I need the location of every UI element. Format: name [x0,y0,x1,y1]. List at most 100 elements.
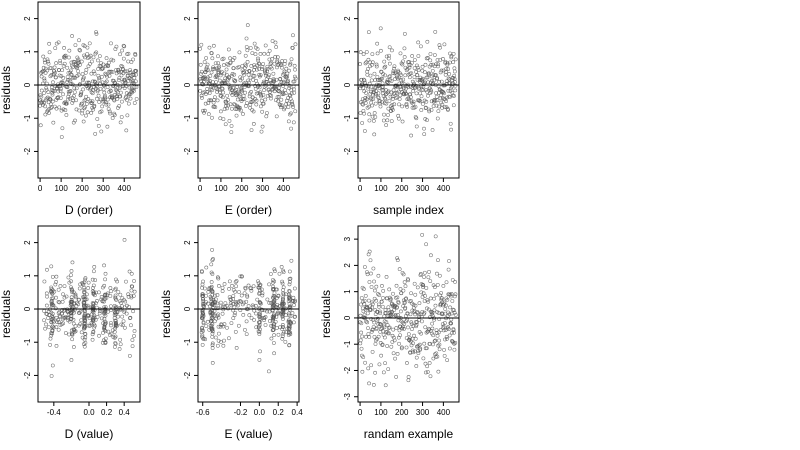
data-point [237,50,242,55]
data-point [437,80,442,84]
x-tick-label: 200 [235,184,249,193]
data-point [113,286,118,291]
y-tick-label: 2 [183,16,192,21]
data-point [387,53,391,58]
data-point [244,319,249,324]
plot-frame [357,225,460,403]
y-axis-label: residuals [0,66,13,114]
data-point [410,348,415,353]
data-point [287,294,292,299]
data-point [222,80,227,85]
data-point [451,60,456,65]
data-point [69,72,74,77]
data-point [100,340,105,345]
data-point [442,42,447,47]
data-point [286,78,291,83]
data-point [383,361,387,365]
data-point [291,320,296,325]
data-point [372,279,376,284]
data-point [126,59,131,64]
data-point [278,76,283,81]
data-point [376,91,381,96]
data-point [241,313,246,317]
data-point [200,282,205,287]
data-point [433,234,438,239]
data-point [397,267,402,272]
data-point [293,42,298,47]
data-point [123,299,128,304]
data-point [270,308,275,312]
data-point [263,323,268,327]
data-point [375,316,380,321]
data-point [441,284,446,288]
data-point [226,98,230,102]
data-point [280,327,285,331]
data-point [251,109,256,114]
data-point [78,322,82,326]
data-point [245,48,250,53]
data-point [227,118,232,123]
data-point [124,91,129,96]
data-point [220,86,225,91]
data-point [86,97,91,101]
data-point [447,72,452,76]
data-point [82,53,86,58]
data-point [49,374,54,378]
data-point [364,83,369,88]
data-point [271,278,275,282]
data-point [433,303,438,308]
data-point [210,343,215,348]
data-point [281,317,285,321]
data-point [132,334,136,338]
data-point [251,99,255,104]
data-point [90,301,95,306]
data-point [96,93,101,98]
data-point [224,72,229,77]
data-point [364,50,369,54]
data-point [366,66,370,71]
data-point [292,74,297,79]
data-point [280,336,285,341]
data-point [389,119,394,123]
data-point [126,101,131,106]
data-point [50,324,55,329]
data-point [49,331,54,336]
data-point [281,92,286,96]
data-point [422,341,427,346]
data-point [427,71,431,76]
data-point [42,279,47,284]
data-point [201,329,205,333]
data-point [390,108,395,112]
data-point [409,99,414,104]
data-point [281,79,286,84]
data-point [426,93,430,98]
data-point [42,58,47,62]
data-point [66,97,70,102]
data-point [256,285,261,290]
data-point [393,356,397,361]
data-point [62,307,67,312]
data-point [248,75,253,80]
data-point [39,94,44,99]
data-point [441,324,446,329]
data-point [371,119,376,123]
data-point [430,313,435,318]
data-point [210,88,215,93]
data-point [45,68,50,73]
data-point [276,94,281,99]
data-point [409,133,413,138]
data-point [444,79,449,84]
data-point [49,66,54,70]
data-point [118,52,122,57]
data-point [100,74,104,79]
data-point [51,120,56,125]
y-tick-label: -3 [343,393,352,401]
data-point [210,289,215,293]
data-point [386,326,391,330]
data-point [68,317,73,322]
data-point [113,323,118,327]
data-point [382,59,387,64]
data-point [245,294,250,299]
data-point [448,121,453,126]
data-point [453,80,457,84]
